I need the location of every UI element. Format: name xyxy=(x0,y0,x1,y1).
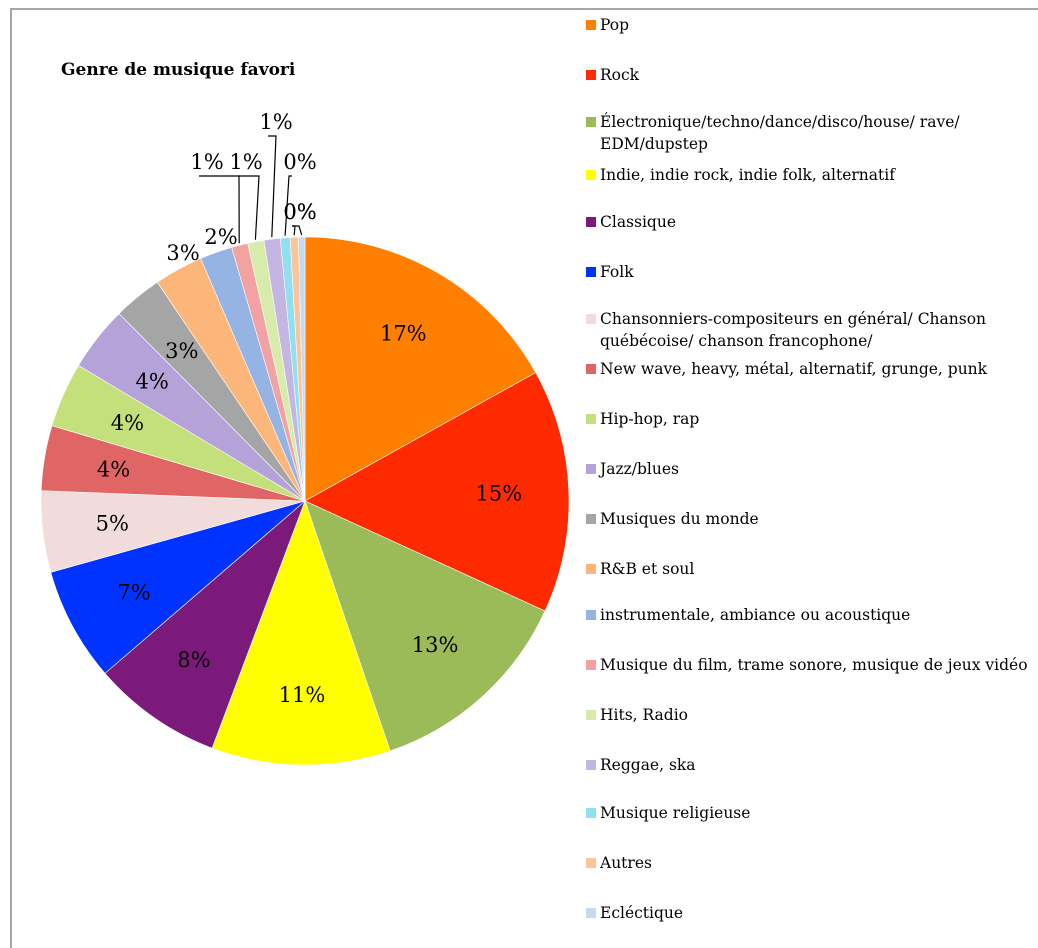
leader-line-15 xyxy=(238,175,260,240)
leader-line-17 xyxy=(284,175,292,236)
legend-label: Jazz/blues xyxy=(600,460,679,478)
legend-swatch xyxy=(586,217,596,227)
slice-label-16: 1% xyxy=(259,110,292,134)
pie-slice-4 xyxy=(211,500,391,766)
legend-label: R&B et soul xyxy=(600,560,695,578)
slice-label-18: 0% xyxy=(283,200,316,224)
chart-title: Genre de musique favori xyxy=(61,60,296,80)
legend-swatch xyxy=(586,760,596,770)
pie-slice-1 xyxy=(304,236,537,502)
legend-swatch xyxy=(586,514,596,524)
pie-slice-6 xyxy=(50,500,306,674)
pie-slice-3 xyxy=(304,500,546,752)
slice-label-3: 13% xyxy=(412,633,459,657)
legend-swatch xyxy=(586,20,596,30)
legend-swatch xyxy=(586,710,596,720)
leader-line-19 xyxy=(292,225,303,236)
slice-label-14: 1% xyxy=(190,150,223,174)
pie-slice-5 xyxy=(104,500,306,749)
legend-label: Électronique/techno/dance/disco/house/ r… xyxy=(600,113,960,153)
legend-label: New wave, heavy, métal, alternatif, grun… xyxy=(600,360,988,378)
legend-label: Musique du film, trame sonore, musique d… xyxy=(600,656,1028,674)
legend-swatch xyxy=(586,564,596,574)
slice-label-13: 2% xyxy=(204,225,237,249)
slice-label-10: 4% xyxy=(136,369,169,393)
legend-label: Rock xyxy=(600,66,640,84)
pie-slice-19 xyxy=(298,236,306,502)
legend-swatch xyxy=(586,170,596,180)
legend-label: Musiques du monde xyxy=(600,510,759,528)
slice-label-15: 1% xyxy=(229,150,262,174)
slice-label-9: 4% xyxy=(111,411,144,435)
slice-label-19: 0% xyxy=(283,200,316,224)
legend-swatch xyxy=(586,314,596,324)
legend-swatch xyxy=(586,908,596,918)
legend-label: instrumentale, ambiance ou acoustique xyxy=(600,606,911,624)
slice-label-2: 15% xyxy=(476,481,523,505)
leader-line-16 xyxy=(268,135,277,238)
slice-label-5: 8% xyxy=(177,648,210,672)
slice-label-4: 11% xyxy=(279,683,326,707)
pie-chart: 17%15%13%11%8%7%5%4%4%4%3%3%2%1% 1%1%0%0%… xyxy=(40,110,570,766)
legend-swatch xyxy=(586,70,596,80)
legend-label: Chansonniers-compositeurs en général/ Ch… xyxy=(600,310,987,350)
legend-swatch xyxy=(586,464,596,474)
legend-swatch xyxy=(586,660,596,670)
legend-label: Pop xyxy=(600,16,630,34)
legend-label: Folk xyxy=(600,263,634,281)
legend-label: Hip-hop, rap xyxy=(600,410,700,428)
legend-label: Hits, Radio xyxy=(600,706,688,724)
slice-label-12: 3% xyxy=(166,241,199,265)
legend-swatch xyxy=(586,267,596,277)
legend-swatch xyxy=(586,117,596,127)
slice-label-17: 0% xyxy=(283,150,316,174)
slice-label-7: 5% xyxy=(96,512,129,536)
legend-swatch xyxy=(586,414,596,424)
chart-frame xyxy=(10,8,1038,948)
slice-label-1: 17% xyxy=(380,322,427,346)
pie-slice-2 xyxy=(304,372,570,612)
legend-label: Indie, indie rock, indie folk, alternati… xyxy=(600,166,895,184)
legend-label: Ecléctique xyxy=(600,904,684,922)
slice-label-8: 4% xyxy=(97,457,130,481)
legend-label: Classique xyxy=(600,213,677,231)
legend-label: Autres xyxy=(600,854,652,872)
legend-swatch xyxy=(586,808,596,818)
slice-label-6: 7% xyxy=(117,581,150,605)
legend-label: Reggae, ska xyxy=(600,756,696,774)
leader-line-18 xyxy=(292,225,296,236)
legend-swatch xyxy=(586,610,596,620)
legend-swatch xyxy=(586,364,596,374)
legend-label: Musique religieuse xyxy=(600,804,751,822)
slice-label-11: 3% xyxy=(165,339,198,363)
legend-swatch xyxy=(586,858,596,868)
